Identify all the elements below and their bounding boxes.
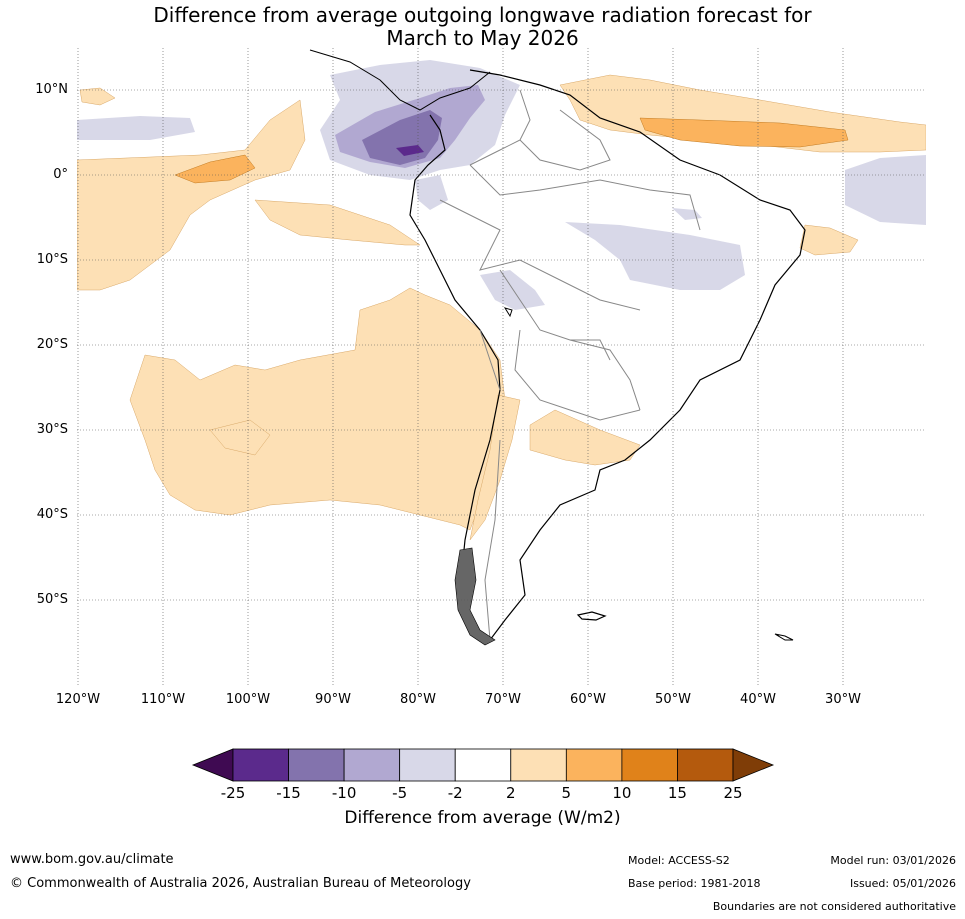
lat-label-20s: 20°S bbox=[36, 337, 68, 352]
colorbar-segment bbox=[621, 748, 678, 782]
negative-anomaly-region-bolivia bbox=[480, 270, 545, 310]
colorbar-label: Difference from average (W/m2) bbox=[344, 808, 621, 828]
lon-label-70w: 70°W bbox=[485, 692, 521, 707]
colorbar-extend-low bbox=[191, 748, 234, 782]
lon-label-30w: 30°W bbox=[825, 692, 861, 707]
colorbar-segment bbox=[454, 748, 512, 782]
very-strong-negative-anomaly-region bbox=[396, 145, 424, 156]
colorbar-tick-label: 2 bbox=[505, 784, 516, 802]
colorbar-tick-label: -10 bbox=[331, 784, 357, 802]
positive-anomaly-region-south-atlantic bbox=[529, 409, 641, 466]
colorbar-segment bbox=[343, 748, 401, 782]
strong-positive-anomaly-atlantic bbox=[639, 117, 849, 148]
colorbar-tick-label: 25 bbox=[723, 784, 743, 802]
falkland-islands bbox=[576, 611, 607, 621]
colorbar-segment bbox=[677, 748, 734, 782]
positive-anomaly-region-north-pacific bbox=[79, 87, 116, 106]
colorbar-segment bbox=[565, 748, 623, 782]
colorbar-tick-label: -15 bbox=[276, 784, 301, 802]
lon-label-50w: 50°W bbox=[655, 692, 691, 707]
map-gridlines bbox=[77, 48, 926, 685]
lat-label-10s: 10°S bbox=[36, 252, 68, 267]
colorbar-tick-label: 10 bbox=[612, 784, 632, 802]
lon-label-100w: 100°W bbox=[225, 692, 271, 707]
colorbar-extend-high bbox=[732, 748, 775, 782]
negative-anomaly-region-west-pacific bbox=[77, 116, 195, 140]
lon-label-90w: 90°W bbox=[315, 692, 351, 707]
south-america-coastline bbox=[409, 69, 806, 641]
colorbar-tick-label: -5 bbox=[392, 784, 408, 802]
negative-anomaly-region-east-atlantic bbox=[845, 155, 926, 225]
lon-label-60w: 60°W bbox=[570, 692, 606, 707]
colorbar-tick-label: 5 bbox=[561, 784, 572, 802]
base-period: Base period: 1981-2018 bbox=[628, 877, 761, 890]
colorbar-segment bbox=[288, 748, 345, 782]
lat-label-40s: 40°S bbox=[36, 507, 68, 522]
colorbar-segment bbox=[232, 748, 289, 782]
lon-label-40w: 40°W bbox=[740, 692, 776, 707]
positive-anomaly-region-east-brazil bbox=[799, 224, 859, 256]
website-link[interactable]: www.bom.gov.au/climate bbox=[10, 852, 174, 867]
lake-titicaca bbox=[503, 307, 513, 318]
anomaly-map bbox=[77, 48, 926, 685]
colorbar bbox=[191, 748, 775, 782]
colorbar-segment bbox=[510, 748, 567, 782]
negative-anomaly-region-ecuador bbox=[415, 175, 448, 210]
model-name: Model: ACCESS-S2 bbox=[628, 854, 730, 867]
issued-date: Issued: 05/01/2026 bbox=[849, 877, 956, 890]
strong-positive-anomaly-east-pacific bbox=[174, 154, 256, 184]
colorbar-segment bbox=[399, 748, 456, 782]
boundaries-disclaimer: Boundaries are not considered authoritat… bbox=[712, 900, 956, 913]
lat-label-0: 0° bbox=[53, 167, 68, 182]
map-title: Difference from average outgoing longwav… bbox=[0, 4, 965, 50]
copyright-text: © Commonwealth of Australia 2026, Austra… bbox=[10, 876, 471, 891]
lat-label-50s: 50°S bbox=[36, 592, 68, 607]
colorbar-tick-label: -2 bbox=[447, 784, 463, 802]
map-title-line2: March to May 2026 bbox=[386, 26, 579, 50]
lat-label-30s: 30°S bbox=[36, 422, 68, 437]
south-georgia bbox=[774, 633, 794, 641]
country-borders bbox=[439, 89, 701, 641]
lon-label-120w: 120°W bbox=[55, 692, 101, 707]
lat-label-10n: 10°N bbox=[35, 82, 68, 97]
colorbar-tick-label: 15 bbox=[667, 784, 687, 802]
positive-anomaly-region-subtropics bbox=[254, 199, 421, 246]
lon-label-110w: 110°W bbox=[140, 692, 186, 707]
map-title-line1: Difference from average outgoing longwav… bbox=[153, 3, 812, 27]
lon-label-80w: 80°W bbox=[400, 692, 436, 707]
chilean-fjords bbox=[454, 547, 496, 646]
positive-anomaly-region-patagonia bbox=[469, 394, 521, 541]
model-run-date: Model run: 03/01/2026 bbox=[830, 854, 956, 867]
colorbar-tick-label: -25 bbox=[220, 784, 246, 802]
negative-anomaly-region-amazon bbox=[565, 222, 745, 290]
central-america-coastline bbox=[309, 49, 491, 111]
